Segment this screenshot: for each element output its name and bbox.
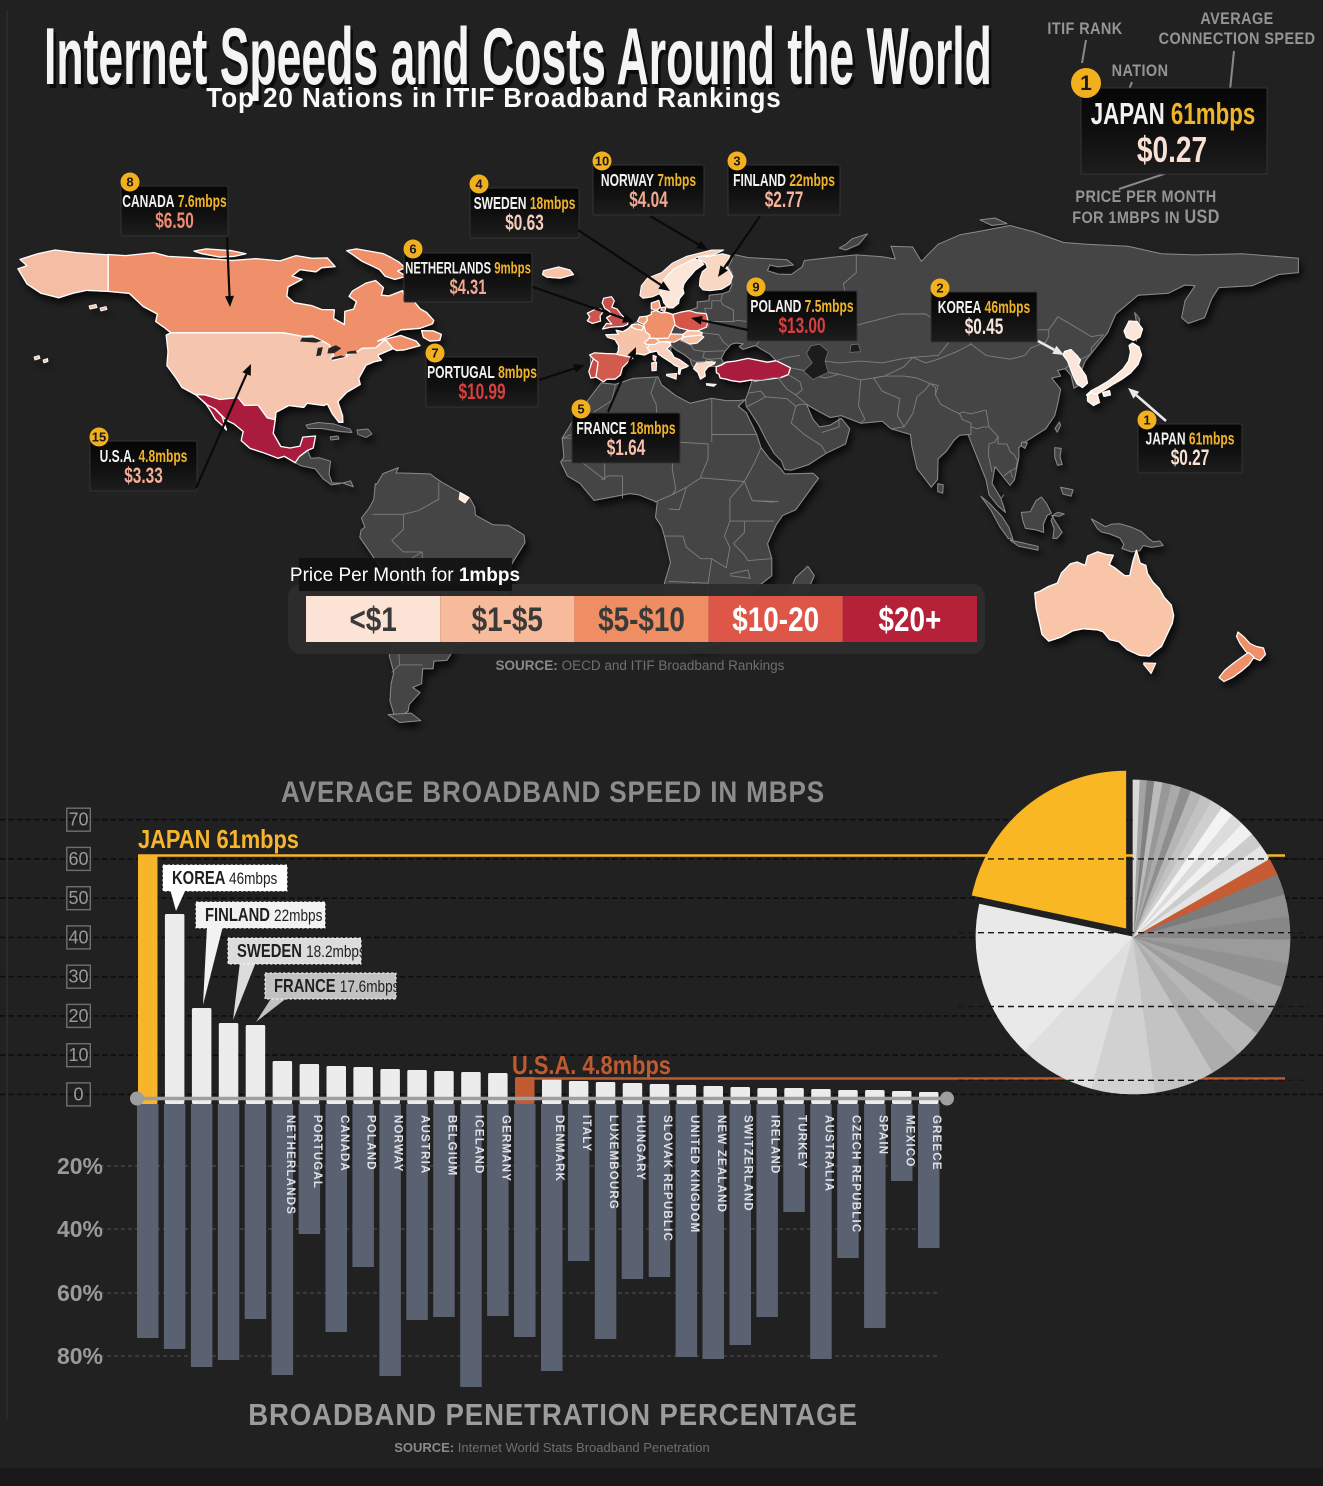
svg-text:CANADA 7.6mbps: CANADA 7.6mbps (122, 192, 226, 212)
svg-text:30: 30 (68, 967, 88, 987)
svg-text:6: 6 (409, 242, 416, 257)
svg-text:NORWAY: NORWAY (392, 1115, 404, 1173)
svg-text:IRELAND: IRELAND (769, 1115, 781, 1175)
svg-text:15: 15 (92, 430, 106, 445)
svg-text:CANADA: CANADA (338, 1115, 350, 1172)
svg-text:10: 10 (68, 1045, 88, 1065)
svg-text:5: 5 (577, 402, 584, 417)
svg-text:NATION: NATION (1112, 62, 1169, 80)
svg-text:$2.77: $2.77 (765, 188, 803, 212)
svg-text:$5-$10: $5-$10 (598, 600, 685, 638)
svg-text:U.S.A. 4.8mbps: U.S.A. 4.8mbps (512, 1051, 671, 1080)
svg-text:$4.31: $4.31 (450, 276, 487, 299)
svg-text:KOREA 46mbps: KOREA 46mbps (938, 298, 1030, 318)
svg-text:GERMANY: GERMANY (499, 1115, 511, 1182)
svg-text:40: 40 (68, 927, 88, 947)
svg-text:AUSTRALIA: AUSTRALIA (823, 1115, 835, 1192)
svg-text:ITALY: ITALY (580, 1115, 592, 1152)
svg-text:2: 2 (936, 281, 943, 296)
svg-text:DENMARK: DENMARK (553, 1115, 565, 1182)
svg-text:NETHERLANDS: NETHERLANDS (284, 1115, 296, 1215)
svg-text:POLAND 7.5mbps: POLAND 7.5mbps (750, 297, 853, 317)
svg-text:SOURCE: OECD and ITIF Broadban: SOURCE: OECD and ITIF Broadband Rankings (496, 658, 785, 673)
svg-text:60: 60 (68, 849, 88, 869)
svg-text:JAPAN 61mbps: JAPAN 61mbps (1146, 429, 1235, 449)
svg-text:NETHERLANDS 9mbps: NETHERLANDS 9mbps (405, 259, 531, 278)
svg-text:<$1: <$1 (349, 600, 396, 638)
svg-text:BROADBAND PENETRATION PERCENTA: BROADBAND PENETRATION PERCENTAGE (248, 1398, 858, 1433)
svg-text:Price Per Month for 1mbps: Price Per Month for 1mbps (290, 565, 520, 586)
svg-text:$13.00: $13.00 (778, 314, 825, 338)
svg-text:TURKEY: TURKEY (796, 1115, 808, 1169)
svg-text:FOR 1MBPS IN USD: FOR 1MBPS IN USD (1072, 206, 1220, 228)
svg-text:Internet Speeds and Costs Arou: Internet Speeds and Costs Around the Wor… (44, 11, 992, 101)
svg-text:NORWAY 7mbps: NORWAY 7mbps (601, 171, 696, 191)
svg-text:10: 10 (595, 154, 609, 169)
svg-text:80%: 80% (57, 1343, 103, 1369)
svg-text:PRICE PER MONTH: PRICE PER MONTH (1075, 188, 1216, 206)
svg-text:CZECH REPUBLIC: CZECH REPUBLIC (849, 1115, 861, 1233)
svg-text:$3.33: $3.33 (124, 464, 162, 488)
svg-text:GREECE: GREECE (930, 1115, 942, 1171)
svg-text:$1.64: $1.64 (607, 436, 646, 460)
svg-text:1: 1 (1080, 72, 1092, 95)
svg-text:SWEDEN 18.2mbps: SWEDEN 18.2mbps (237, 940, 366, 961)
svg-text:NEW ZEALAND: NEW ZEALAND (715, 1115, 727, 1213)
svg-text:JAPAN 61mbps: JAPAN 61mbps (138, 825, 299, 854)
svg-text:SOURCE: Internet World Stats B: SOURCE: Internet World Stats Broadband P… (394, 1440, 710, 1455)
svg-text:FRANCE 17.6mbps: FRANCE 17.6mbps (274, 975, 400, 996)
svg-text:PORTUGAL 8mbps: PORTUGAL 8mbps (427, 363, 537, 383)
svg-text:KOREA 46mbps: KOREA 46mbps (172, 867, 278, 888)
svg-text:SPAIN: SPAIN (876, 1115, 888, 1155)
svg-text:AVERAGE: AVERAGE (1200, 10, 1273, 28)
svg-text:ICELAND: ICELAND (472, 1115, 484, 1175)
svg-text:$10-20: $10-20 (732, 600, 819, 638)
svg-text:UNITED KINGDOM: UNITED KINGDOM (688, 1115, 700, 1233)
svg-text:$10.99: $10.99 (458, 380, 505, 404)
svg-text:FINLAND 22mbps: FINLAND 22mbps (733, 171, 835, 191)
svg-text:$1-$5: $1-$5 (472, 600, 543, 638)
svg-text:AVERAGE BROADBAND SPEED IN MBP: AVERAGE BROADBAND SPEED IN MBPS (281, 775, 825, 808)
svg-text:$6.50: $6.50 (155, 209, 193, 233)
svg-text:HUNGARY: HUNGARY (634, 1115, 646, 1181)
svg-text:U.S.A. 4.8mbps: U.S.A. 4.8mbps (100, 447, 188, 467)
svg-text:8: 8 (126, 175, 133, 190)
svg-text:JAPAN 61mbps: JAPAN 61mbps (1091, 96, 1256, 130)
svg-text:1: 1 (1143, 413, 1150, 428)
svg-text:FRANCE 18mbps: FRANCE 18mbps (576, 419, 675, 439)
svg-text:FINLAND 22mbps: FINLAND 22mbps (205, 904, 323, 925)
svg-text:MEXICO: MEXICO (903, 1115, 915, 1168)
svg-text:$0.63: $0.63 (505, 211, 543, 235)
svg-text:70: 70 (68, 810, 88, 830)
svg-text:PORTUGAL: PORTUGAL (311, 1115, 323, 1189)
svg-text:$4.04: $4.04 (629, 188, 668, 212)
svg-text:60%: 60% (57, 1280, 103, 1306)
svg-text:SLOVAK REPUBLIC: SLOVAK REPUBLIC (661, 1115, 673, 1242)
svg-text:Top 20 Nations in ITIF Broadba: Top 20 Nations in ITIF Broadband Ranking… (206, 82, 781, 113)
svg-text:40%: 40% (57, 1216, 103, 1242)
svg-text:0: 0 (73, 1084, 83, 1104)
svg-text:AUSTRIA: AUSTRIA (419, 1115, 431, 1175)
svg-text:3: 3 (733, 154, 740, 169)
svg-text:$20+: $20+ (879, 600, 942, 638)
svg-text:SWEDEN 18mbps: SWEDEN 18mbps (474, 194, 576, 214)
svg-text:LUXEMBOURG: LUXEMBOURG (607, 1115, 619, 1210)
svg-text:$0.27: $0.27 (1171, 447, 1209, 471)
svg-text:POLAND: POLAND (365, 1115, 377, 1171)
svg-text:7: 7 (431, 346, 438, 361)
svg-text:50: 50 (68, 888, 88, 908)
svg-text:4: 4 (475, 177, 483, 192)
svg-text:20%: 20% (57, 1153, 103, 1179)
svg-text:ITIF RANK: ITIF RANK (1047, 20, 1122, 38)
svg-text:Internet Speeds and Costs Arou: Internet Speeds and Costs Around the Wor… (47, 15, 995, 105)
svg-text:9: 9 (752, 280, 759, 295)
svg-text:$0.27: $0.27 (1137, 130, 1207, 170)
svg-text:$0.45: $0.45 (965, 315, 1004, 339)
svg-text:20: 20 (68, 1006, 88, 1026)
svg-text:CONNECTION SPEED: CONNECTION SPEED (1159, 30, 1316, 48)
svg-text:SWITZERLAND: SWITZERLAND (742, 1115, 754, 1212)
svg-text:BELGIUM: BELGIUM (446, 1115, 458, 1176)
